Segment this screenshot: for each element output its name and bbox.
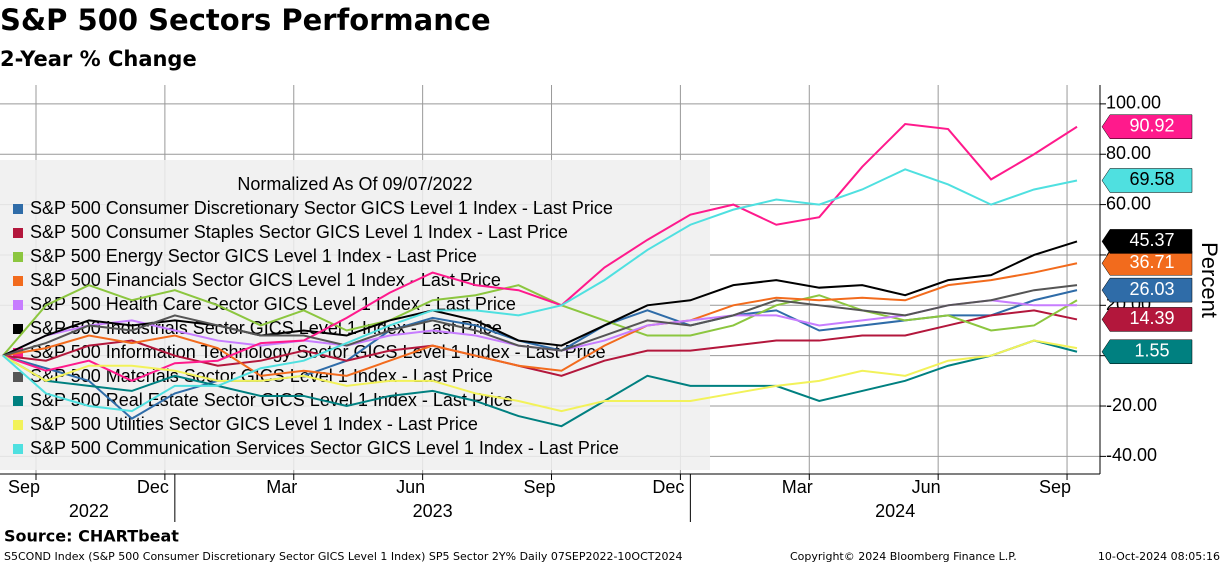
series-line (2, 240, 1078, 357)
legend-swatch (13, 324, 23, 334)
series-line (2, 122, 1078, 382)
x-tick-label: Sep (1039, 477, 1071, 497)
last-value-label: 45.37 (1129, 230, 1174, 250)
y-tick-label: 100.00 (1106, 93, 1161, 113)
legend-label: S&P 500 Health Care Sector GICS Level 1 … (30, 294, 516, 314)
legend-swatch (13, 252, 23, 262)
y-tick-label: 80.00 (1106, 143, 1151, 163)
source: Source: CHARTbeat (4, 527, 179, 546)
last-value-box (1101, 168, 1193, 193)
x-tick-label: Mar (782, 477, 813, 497)
last-value-label: 69.58 (1129, 169, 1174, 189)
legend-label: S&P 500 Consumer Staples Sector GICS Lev… (30, 222, 568, 242)
legend-swatch (13, 204, 23, 214)
series-line (2, 284, 1078, 357)
series-line (2, 309, 1078, 377)
legend-swatch (13, 372, 23, 382)
x-tick-label: Dec (137, 477, 169, 497)
legend-title: Normalized As Of 09/07/2022 (237, 174, 472, 194)
year-label: 2023 (413, 501, 453, 521)
legend-label: S&P 500 Communication Services Sector GI… (30, 438, 619, 458)
last-value-box (1101, 250, 1193, 276)
series-line (2, 168, 1078, 413)
legend-swatch (13, 276, 23, 286)
series-line (2, 284, 1078, 357)
series-line (2, 289, 1078, 420)
legend-swatch (13, 228, 23, 238)
legend-label: S&P 500 Utilities Sector GICS Level 1 In… (30, 414, 478, 434)
x-tick-label: Jun (396, 477, 425, 497)
last-value-label: 14.39 (1129, 308, 1174, 328)
copyright: Copyright© 2024 Bloomberg Finance L.P. (790, 550, 1017, 563)
legend-label: S&P 500 Energy Sector GICS Level 1 Index… (30, 246, 477, 266)
series-line (2, 339, 1078, 428)
last-value-label: 90.92 (1129, 115, 1174, 135)
last-value-box (1101, 229, 1193, 254)
series-line (2, 262, 1078, 377)
y-tick-label: 60.00 (1106, 193, 1151, 213)
legend-swatch (13, 420, 23, 430)
y-tick-label: -40.00 (1106, 445, 1157, 465)
last-value-box (1101, 114, 1193, 139)
description: S5COND Index (S&P 500 Consumer Discretio… (4, 550, 682, 563)
legend-swatch (13, 396, 23, 406)
year-label: 2024 (875, 501, 915, 521)
last-value-box (1101, 277, 1193, 303)
y-tick-label: -20.00 (1106, 395, 1157, 415)
legend-label: S&P 500 Consumer Discretionary Sector GI… (30, 198, 613, 218)
legend-swatch (13, 444, 23, 454)
x-tick-label: Sep (524, 477, 556, 497)
y-axis-label: Percent (1197, 242, 1222, 318)
series-line (2, 339, 1078, 413)
timestamp: 10-Oct-2024 08:05:16 (1098, 550, 1220, 563)
last-value-label: 1.55 (1134, 341, 1169, 361)
legend-label: S&P 500 Financials Sector GICS Level 1 I… (30, 270, 501, 290)
legend-label: S&P 500 Information Technology Sector GI… (30, 342, 606, 362)
last-value-label: 36.71 (1129, 252, 1174, 272)
x-tick-label: Sep (8, 477, 40, 497)
last-value-label: 26.03 (1129, 279, 1174, 299)
year-label: 2022 (69, 501, 109, 521)
x-tick-label: Jun (912, 477, 941, 497)
chart-subtitle: 2-Year % Change (0, 47, 197, 71)
last-value-box (1101, 307, 1193, 332)
x-tick-label: Dec (652, 477, 684, 497)
x-tick-label: Mar (266, 477, 297, 497)
last-value-box (1101, 339, 1193, 365)
legend-swatch (13, 300, 23, 310)
chart-title: S&P 500 Sectors Performance (0, 3, 491, 37)
